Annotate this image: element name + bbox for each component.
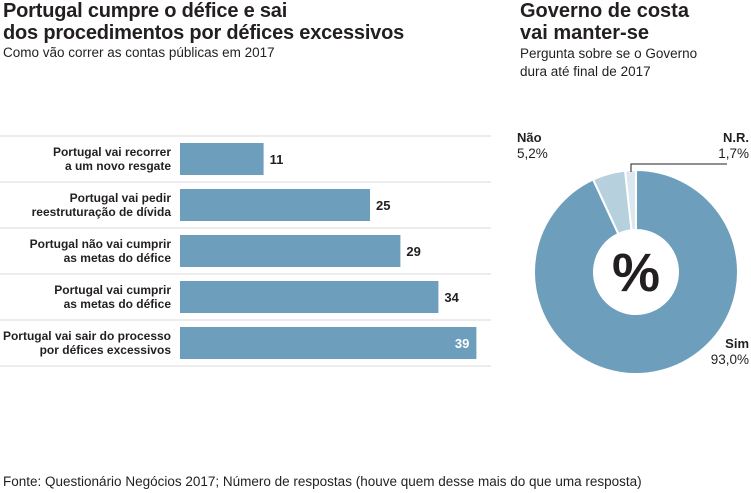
slice-name-label: Não — [517, 130, 542, 145]
category-label: por défices excessivos — [40, 343, 172, 357]
category-label: Portugal vai pedir — [70, 191, 172, 205]
bar-value-label: 34 — [444, 290, 459, 305]
percent-symbol: % — [612, 243, 660, 303]
left-chart-subtitle: Como vão correr as contas públicas em 20… — [3, 45, 275, 60]
slice-name-label: Sim — [725, 336, 749, 351]
category-label: a um novo resgate — [65, 159, 171, 173]
category-label: Portugal vai cumprir — [54, 283, 171, 297]
right-title-line1: Governo de costa — [520, 0, 689, 22]
donut-slice — [533, 168, 739, 375]
bar-value-label: 29 — [406, 244, 420, 259]
slice-name-label: N.R. — [723, 130, 749, 145]
bar — [180, 189, 370, 221]
donut-slice — [624, 168, 637, 232]
category-label: Portugal não vai cumprir — [30, 237, 172, 251]
category-label: Portugal vai recorrer — [53, 145, 171, 159]
bar — [180, 235, 401, 267]
bar — [180, 143, 264, 175]
category-label: reestruturação de dívida — [32, 205, 172, 219]
category-label: as metas do défice — [64, 251, 172, 265]
bar — [180, 281, 439, 313]
left-chart-title: Portugal cumpre o défice e sai dos proce… — [3, 0, 404, 44]
bar-value-label: 39 — [455, 336, 469, 351]
source-note: Fonte: Questionário Negócios 2017; Númer… — [3, 474, 642, 489]
right-title-line2: vai manter-se — [520, 22, 649, 44]
right-subtitle-line1: Pergunta sobre se o Governo — [520, 46, 698, 61]
category-label: Portugal vai sair do processo — [3, 329, 171, 343]
slice-value-label: 5,2% — [517, 146, 548, 161]
right-chart-title: Governo de costa vai manter-se — [520, 0, 689, 44]
right-subtitle-line2: dura até final de 2017 — [520, 64, 651, 79]
left-title-line2: dos procedimentos por défices excessivos — [3, 22, 405, 44]
slice-value-label: 93,0% — [711, 352, 749, 367]
bar-value-label: 11 — [270, 152, 284, 167]
bar-value-label: 25 — [376, 198, 390, 213]
right-chart-subtitle: Pergunta sobre se o Governo dura até fin… — [520, 45, 740, 81]
bar — [180, 327, 477, 359]
left-title-line1: Portugal cumpre o défice e sai — [3, 0, 288, 22]
slice-value-label: 1,7% — [718, 146, 749, 161]
leader-line — [630, 163, 727, 172]
category-label: as metas do défice — [64, 297, 172, 311]
